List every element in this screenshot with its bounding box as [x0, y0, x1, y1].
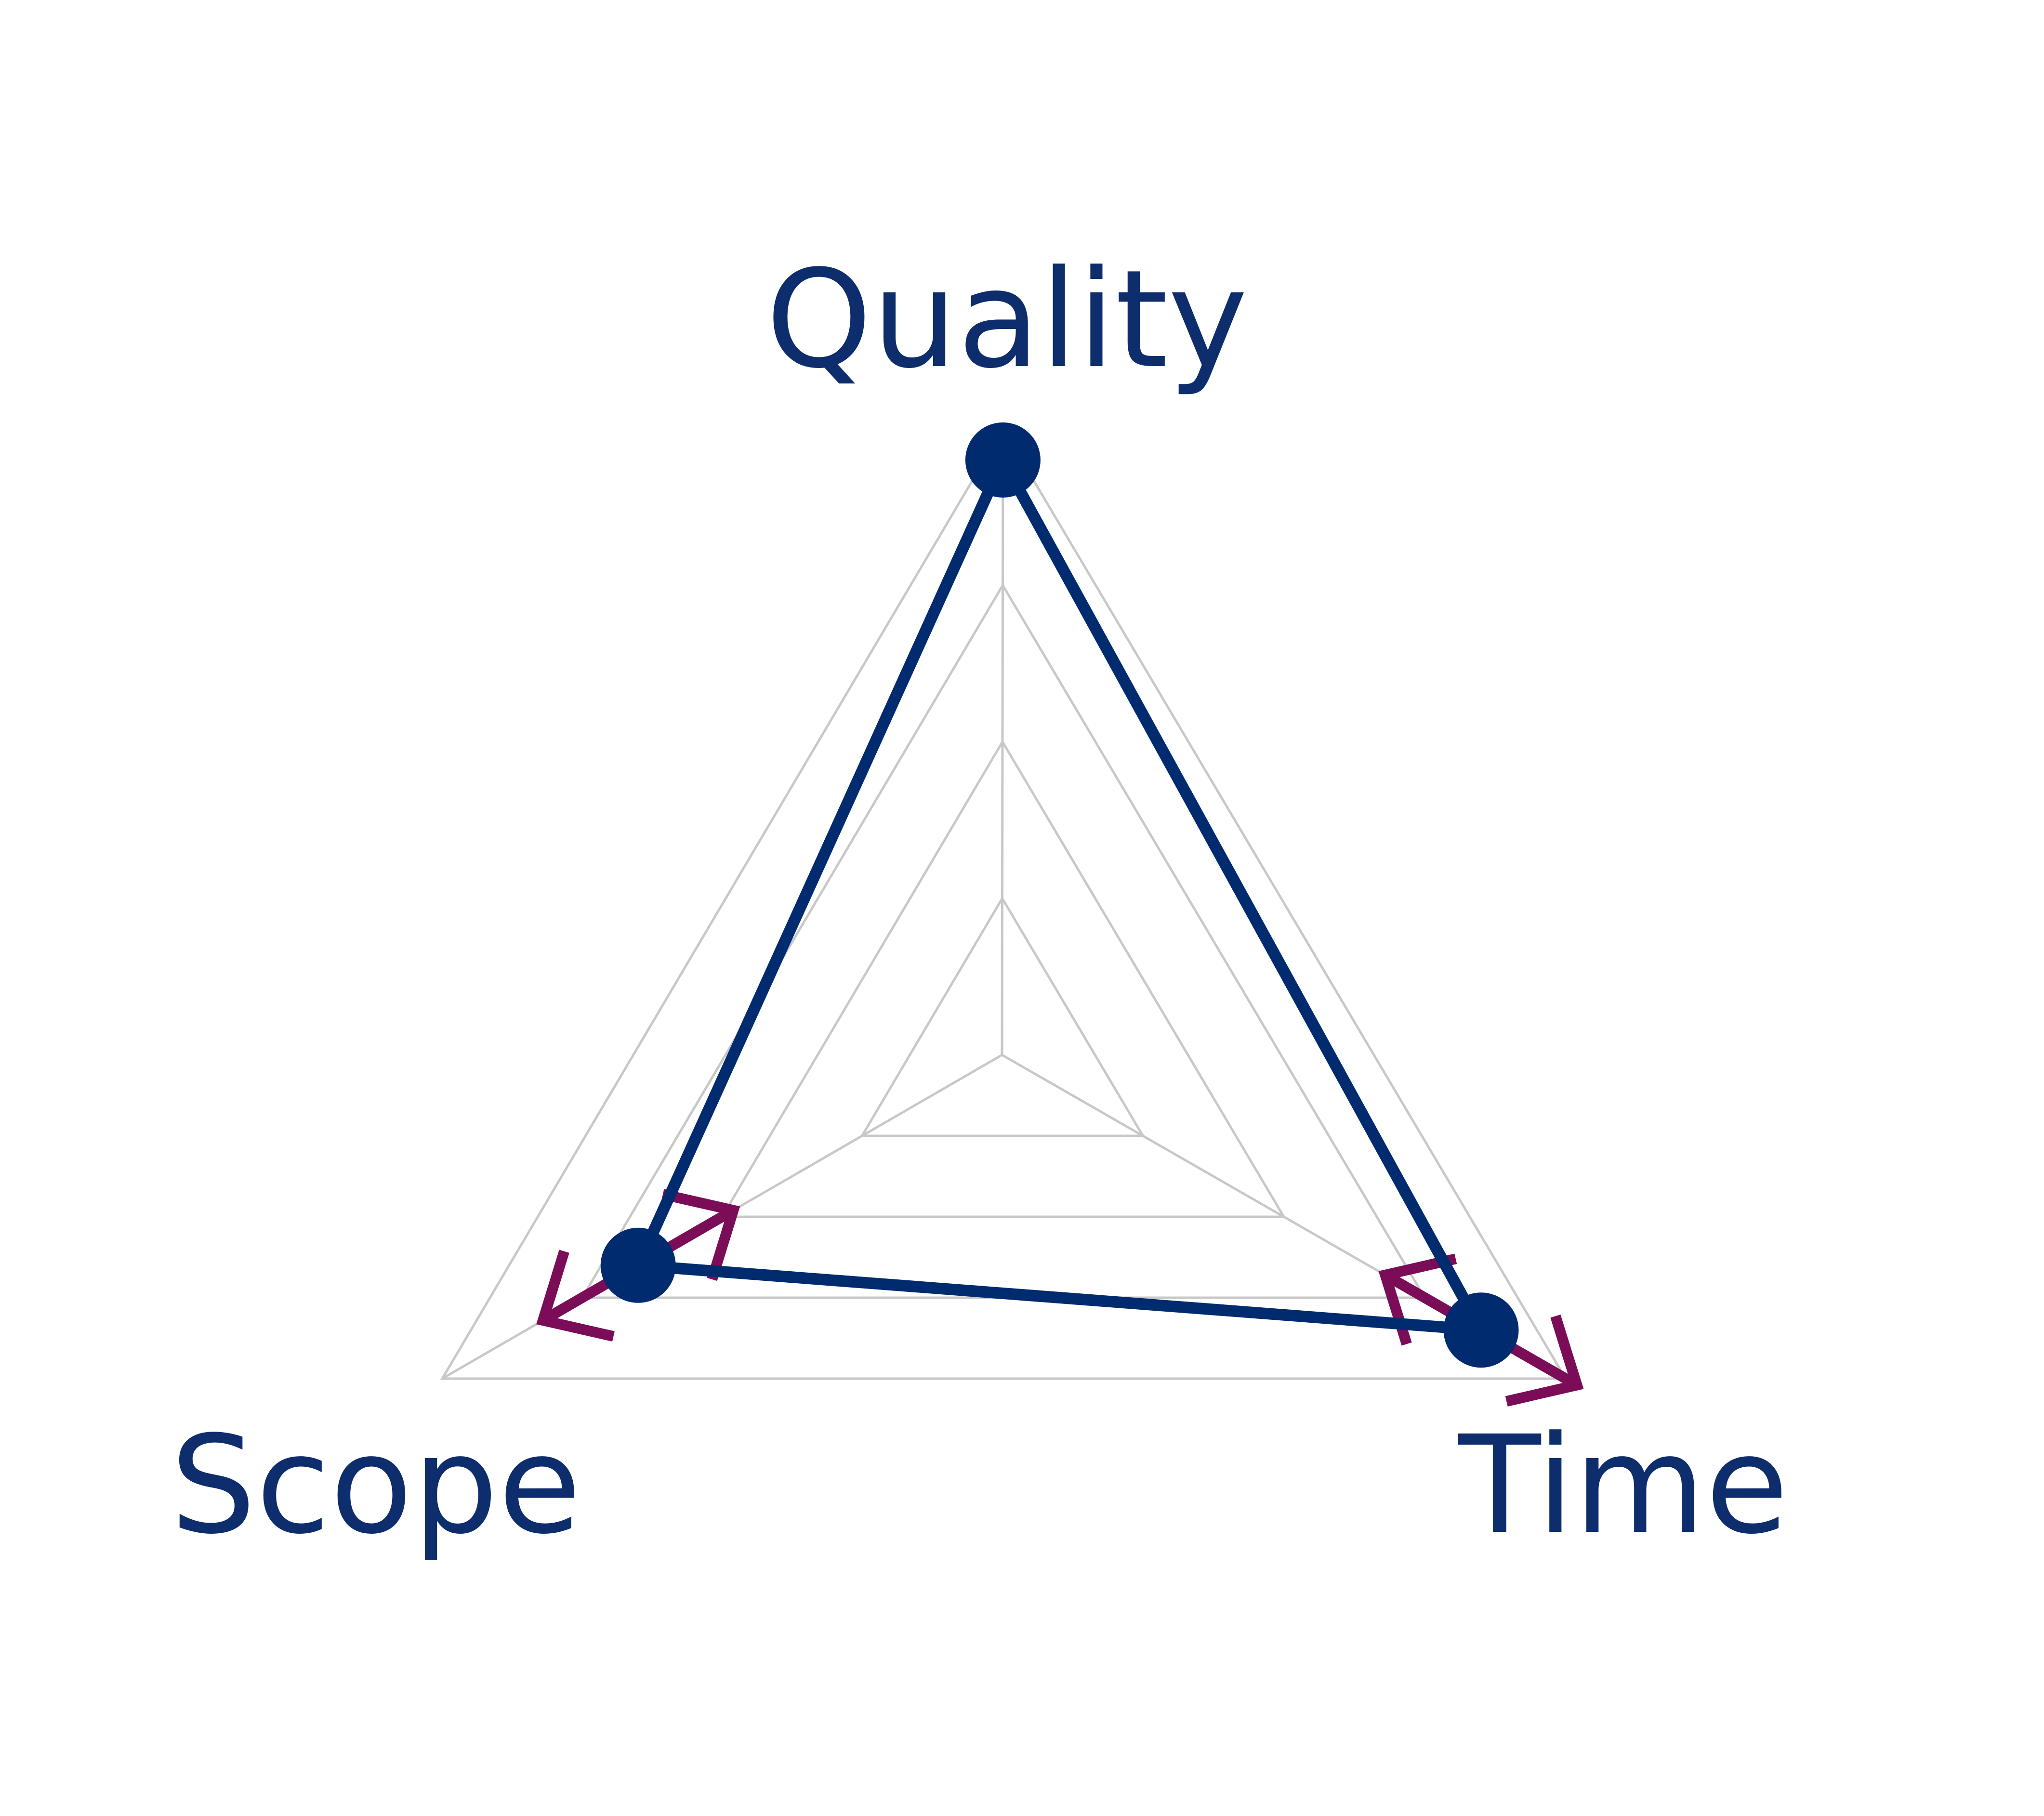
value-outline	[632, 454, 1487, 1336]
axis-label-quality: Quality	[766, 241, 1248, 398]
value-point-time	[1443, 1292, 1519, 1368]
value-point-scope	[600, 1227, 676, 1303]
axis-label-scope: Scope	[171, 1407, 581, 1564]
axis-labels: Quality Scope Time	[171, 241, 1789, 1564]
grid-ring-1	[860, 896, 1145, 1137]
grid-ring-2	[720, 739, 1286, 1218]
grid-spoke-quality	[1001, 428, 1004, 1055]
radar-grid	[440, 426, 1568, 1380]
value-point-quality	[965, 422, 1041, 498]
grid-ring-4	[440, 426, 1568, 1380]
axis-label-time: Time	[1456, 1407, 1789, 1564]
value-triangle	[600, 422, 1519, 1368]
